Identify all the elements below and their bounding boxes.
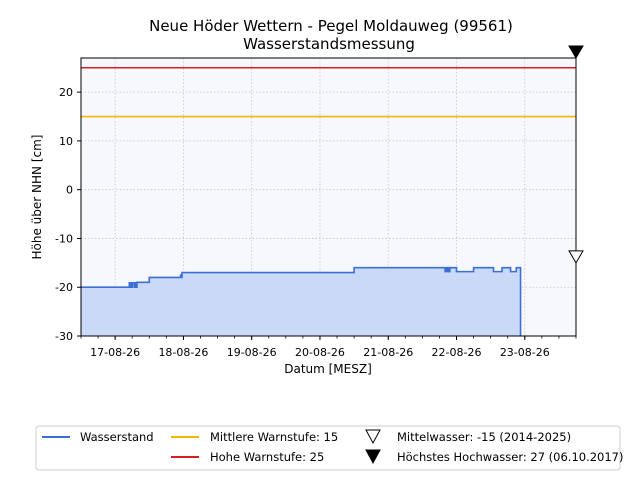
x-tick-label-0: 17-08-26 xyxy=(90,346,140,359)
marker-triangle-1 xyxy=(568,45,584,59)
x-tick-label-2: 19-08-26 xyxy=(227,346,277,359)
y-tick-label-3: 0 xyxy=(66,184,73,197)
marker-layer xyxy=(568,45,584,264)
y-tick-label-4: 10 xyxy=(59,135,73,148)
y-tick-label-0: -30 xyxy=(55,330,73,343)
x-tick-label-4: 21-08-26 xyxy=(363,346,413,359)
series-wasserstand-area xyxy=(81,267,521,336)
x-tick-label-1: 18-08-26 xyxy=(158,346,208,359)
x-axis-label: Datum [MESZ] xyxy=(284,362,372,376)
series-layer xyxy=(81,66,576,336)
x-tick-label-3: 20-08-26 xyxy=(295,346,345,359)
legend-label-wasserstand: Wasserstand xyxy=(80,430,154,444)
plot-frame xyxy=(80,57,577,337)
tick-layer: -30 -20 -10 0 10 20 17-08-26 18-08-26 19-08-26 20… xyxy=(55,86,577,359)
chart-title: Neue Höder Wettern - Pegel Moldauweg (99… xyxy=(149,17,513,35)
legend-filled-triangle-icon xyxy=(365,449,381,465)
marker-triangle-0 xyxy=(568,250,584,264)
x-tick-label-5: 22-08-26 xyxy=(432,346,482,359)
series-wasserstand-line xyxy=(81,266,522,336)
legend-label-mittelwasser: Mittelwasser: -15 (2014-2025) xyxy=(397,430,571,444)
legend-label-hohe-warnstufe: Hohe Warnstufe: 25 xyxy=(210,450,324,464)
legend-label-mittlere-warnstufe: Mittlere Warnstufe: 15 xyxy=(210,430,338,444)
y-tick-label-5: 20 xyxy=(59,86,73,99)
y-tick-label-1: -20 xyxy=(55,281,73,294)
legend-label-hoechstes-hochwasser: Höchstes Hochwasser: 27 (06.10.2017) xyxy=(397,450,624,464)
legend: Wasserstand Mittlere Warnstufe: 15 Hohe … xyxy=(35,425,624,471)
y-tick-label-2: -10 xyxy=(55,232,73,245)
y-axis-label: Höhe über NHN [cm] xyxy=(30,135,44,260)
legend-open-triangle-icon xyxy=(365,429,381,445)
x-tick-label-6: 23-08-26 xyxy=(500,346,550,359)
chart-subtitle: Wasserstandsmessung xyxy=(243,35,415,53)
